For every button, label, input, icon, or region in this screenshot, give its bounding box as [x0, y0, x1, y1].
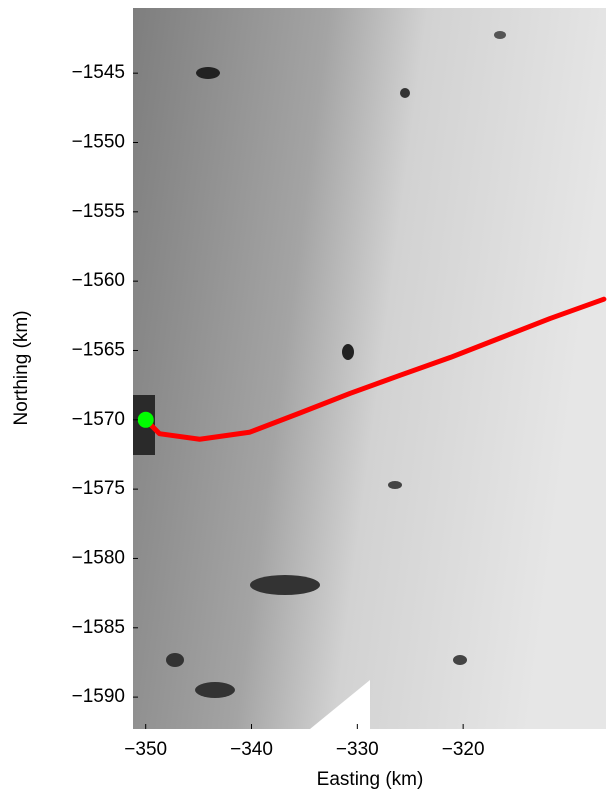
y-tick-label: −1580	[72, 547, 125, 568]
y-tick-label: −1550	[72, 132, 125, 153]
y-tick-label: −1555	[72, 201, 125, 222]
y-tick-label: −1585	[72, 617, 125, 638]
y-tick-label: −1545	[72, 62, 125, 83]
y-tick-label: −1590	[72, 686, 125, 707]
x-tick-label: −330	[336, 739, 379, 760]
satellite-image	[133, 8, 606, 729]
y-tick-label: −1575	[72, 478, 125, 499]
x-tick-label: −350	[124, 739, 167, 760]
y-tick-label: −1570	[72, 409, 125, 430]
y-tick-label: −1560	[72, 270, 125, 291]
y-tick-label: −1565	[72, 339, 125, 360]
x-tick-label: −320	[442, 739, 485, 760]
flowline	[143, 296, 607, 442]
point	[137, 411, 154, 428]
x-axis-label: Easting (km)	[317, 769, 424, 790]
x-tick-label: −340	[230, 739, 273, 760]
y-axis-label: Northing (km)	[11, 310, 32, 425]
